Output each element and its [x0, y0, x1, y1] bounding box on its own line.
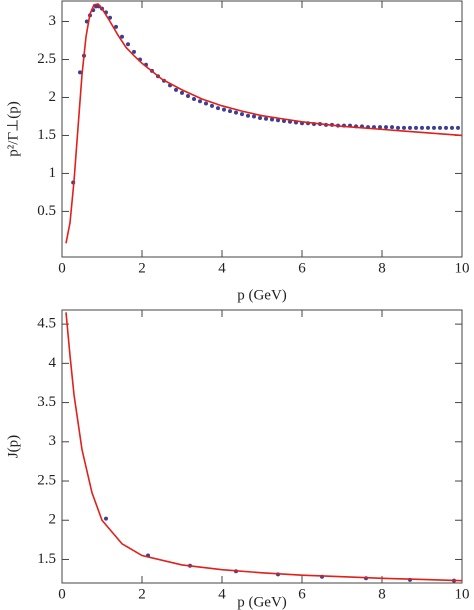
- data-point: [132, 49, 136, 54]
- data-point: [264, 116, 268, 121]
- data-point: [210, 103, 214, 108]
- x-tick-label: 8: [378, 586, 386, 602]
- data-point: [432, 125, 436, 130]
- x-axis-label: p (GeV): [237, 594, 287, 610]
- data-point: [252, 114, 256, 119]
- y-axis-label: p²/Γ⊥(p): [5, 101, 21, 156]
- data-point: [384, 125, 388, 130]
- plot-frame: [61, 309, 463, 584]
- x-tick-label: 4: [218, 586, 226, 602]
- data-point: [78, 70, 82, 75]
- data-point: [426, 125, 430, 130]
- x-tick-label: 2: [138, 260, 146, 276]
- x-tick-label: 10: [455, 260, 470, 276]
- data-point: [390, 125, 394, 130]
- data-point: [456, 125, 460, 130]
- data-point: [228, 109, 232, 114]
- data-point: [120, 34, 124, 39]
- data-point: [174, 87, 178, 92]
- data-point: [414, 125, 418, 130]
- y-tick-label: 3: [49, 13, 57, 29]
- data-point: [104, 516, 108, 521]
- data-point: [192, 96, 196, 101]
- y-tick-label: 2: [49, 89, 57, 105]
- y-tick-label: 2.5: [37, 472, 56, 488]
- data-point: [198, 99, 202, 104]
- data-point: [186, 93, 190, 98]
- plot-frame: [61, 0, 463, 258]
- data-point: [450, 125, 454, 130]
- x-tick-label: 4: [218, 260, 226, 276]
- y-tick-label: 4.5: [37, 316, 56, 332]
- data-point: [246, 113, 250, 118]
- y-tick-label: 4: [49, 355, 57, 371]
- data-point: [408, 125, 412, 130]
- data-point: [444, 125, 448, 130]
- x-tick-label: 6: [298, 586, 306, 602]
- x-tick-label: 0: [58, 260, 66, 276]
- data-point: [270, 117, 274, 122]
- data-point: [378, 125, 382, 130]
- data-point: [402, 125, 406, 130]
- y-tick-label: 1: [49, 165, 57, 181]
- data-point: [222, 107, 226, 112]
- data-point: [204, 101, 208, 106]
- y-tick-label: 2.5: [37, 51, 56, 67]
- y-tick-label: 1.5: [37, 551, 56, 567]
- y-tick-label: 1.5: [37, 127, 56, 143]
- y-tick-label: 3: [49, 433, 57, 449]
- data-point: [240, 112, 244, 117]
- x-tick-label: 6: [298, 260, 306, 276]
- data-point: [180, 90, 184, 95]
- x-tick-label: 10: [455, 586, 470, 602]
- data-point: [420, 125, 424, 130]
- y-tick-label: 2: [49, 512, 57, 528]
- data-point: [282, 119, 286, 124]
- y-tick-label: 3.5: [37, 394, 56, 410]
- data-point: [276, 118, 280, 123]
- data-point: [396, 125, 400, 130]
- x-axis-label: p (GeV): [237, 287, 287, 303]
- data-point: [438, 125, 442, 130]
- y-tick-label: 0.5: [37, 203, 56, 219]
- x-tick-label: 0: [58, 586, 66, 602]
- curve: [65, 3, 463, 244]
- data-point: [234, 110, 238, 115]
- curve: [65, 312, 463, 582]
- x-tick-label: 2: [138, 586, 146, 602]
- y-axis-label: J(p): [5, 435, 21, 458]
- data-point: [126, 42, 130, 47]
- data-point: [216, 106, 220, 111]
- data-point: [258, 115, 262, 120]
- x-tick-label: 8: [378, 260, 386, 276]
- data-point: [114, 24, 118, 29]
